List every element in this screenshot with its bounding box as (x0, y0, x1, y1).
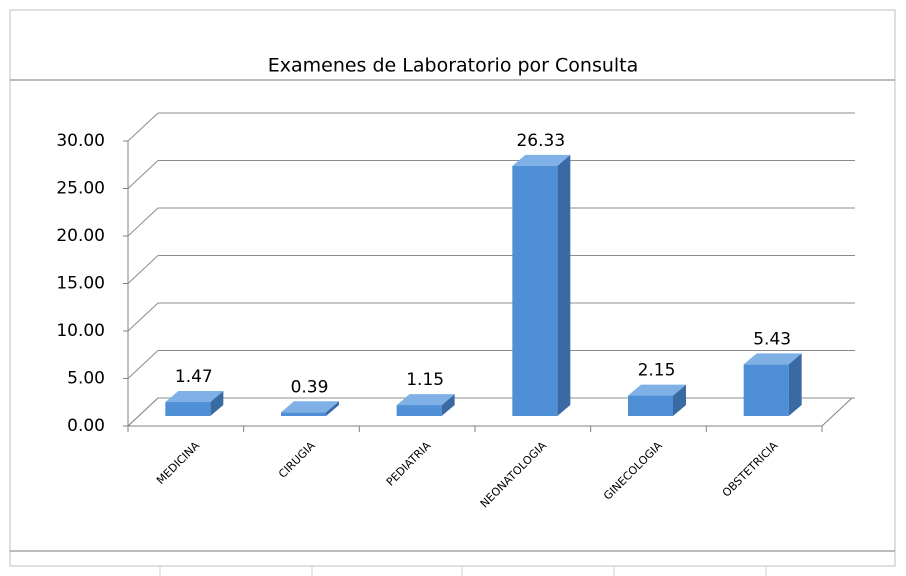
bar-side (441, 394, 455, 416)
bar-top (743, 353, 802, 365)
bar-top (396, 394, 455, 406)
bar (281, 412, 326, 416)
data-label: 1.47 (175, 367, 213, 387)
data-label: 26.33 (516, 131, 565, 151)
cell-lines (159, 566, 767, 576)
grid-diagonal (127, 255, 159, 284)
grid-diagonal (127, 207, 159, 237)
bar (628, 395, 673, 416)
grid-diagonal (127, 350, 159, 379)
bar-side (557, 154, 571, 417)
bar (396, 405, 442, 416)
grid-diagonal (127, 112, 159, 142)
bar-side (788, 353, 802, 416)
bar-top (281, 401, 339, 413)
bar (165, 402, 211, 416)
bar-side (673, 384, 686, 416)
data-label: 5.43 (753, 329, 791, 349)
grid-diagonal (127, 302, 159, 332)
bar-top (512, 154, 571, 166)
y-tick-label: 30.00 (56, 131, 105, 151)
bar (743, 364, 789, 416)
y-tick-label: 10.00 (56, 321, 105, 341)
chart-title: Examenes de Laboratorio por Consulta (268, 55, 639, 77)
bar-top (165, 391, 224, 403)
bar (512, 165, 558, 416)
grid-diagonal (127, 397, 159, 427)
y-tick-label: 0.00 (67, 416, 105, 436)
y-tick-label: 20.00 (56, 226, 105, 246)
data-label: 0.39 (291, 377, 329, 397)
data-label: 2.15 (638, 361, 676, 381)
bar-side (210, 391, 224, 416)
y-tick-label: 5.00 (67, 369, 105, 389)
chart-frame (9, 9, 896, 567)
y-tick-label: 15.00 (56, 274, 105, 294)
y-tick-label: 25.00 (56, 179, 105, 199)
grid-diagonal (127, 160, 159, 189)
bar-side (326, 401, 339, 416)
bar-top (628, 384, 686, 396)
data-label: 1.15 (406, 370, 444, 390)
